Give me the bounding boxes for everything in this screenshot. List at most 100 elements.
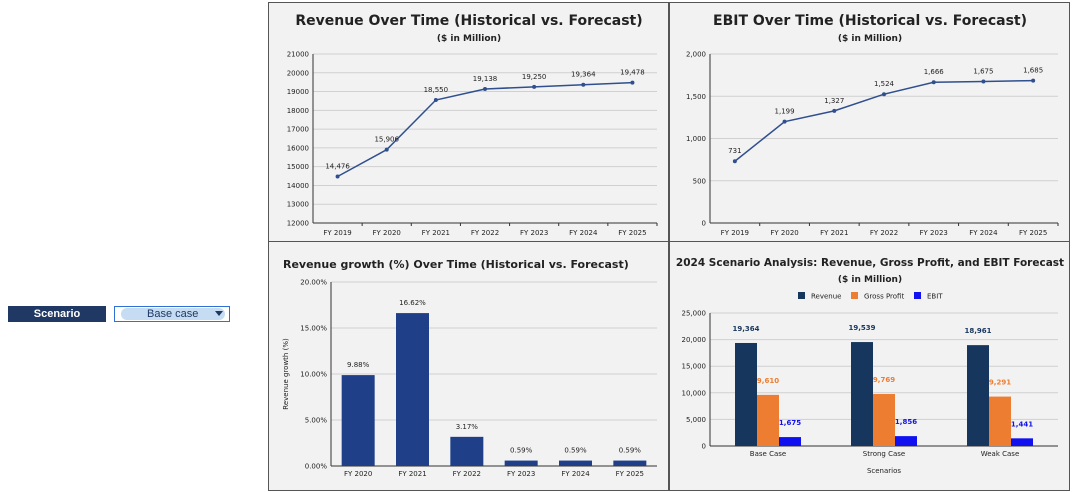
growth-chart-panel: Revenue growth (%) Over Time (Historical…: [268, 241, 669, 491]
data-point: [1031, 78, 1036, 83]
y-tick-label: 15.00%: [300, 325, 327, 333]
bar: [779, 437, 801, 446]
chart-title: Revenue growth (%) Over Time (Historical…: [283, 258, 629, 271]
ebit-chart-panel: EBIT Over Time (Historical vs. Forecast)…: [669, 2, 1070, 242]
data-label: 19,364: [571, 71, 596, 79]
bar: [735, 342, 757, 446]
chevron-down-icon[interactable]: [215, 311, 223, 316]
y-tick-label: 1,000: [686, 135, 706, 143]
data-label: 1,685: [1023, 67, 1043, 75]
x-axis-title: Scenarios: [867, 467, 901, 475]
data-label: 18,550: [424, 86, 449, 94]
x-tick-label: FY 2024: [569, 229, 598, 237]
revenue-growth-bar-chart: Revenue growth (%) Over Time (Historical…: [282, 258, 657, 478]
x-tick-label: FY 2025: [1019, 229, 1047, 237]
data-label: 9.88%: [347, 361, 370, 369]
x-tick-label: FY 2020: [373, 229, 401, 237]
revenue-chart-panel: Revenue Over Time (Historical vs. Foreca…: [268, 2, 669, 242]
legend-label: Revenue: [811, 293, 842, 301]
y-tick-label: 0: [702, 443, 706, 451]
bar: [450, 436, 484, 466]
bar: [559, 460, 592, 466]
y-tick-label: 16000: [287, 144, 309, 152]
chart-title: Revenue Over Time (Historical vs. Foreca…: [295, 13, 642, 29]
data-point: [483, 86, 487, 91]
y-tick-label: 5.00%: [305, 417, 328, 425]
bar: [757, 394, 779, 446]
y-tick-label: 500: [693, 177, 706, 185]
y-tick-label: 13000: [287, 201, 309, 209]
x-tick-label: FY 2024: [969, 229, 998, 237]
data-label: 19,478: [620, 69, 645, 77]
x-tick-label: FY 2022: [870, 229, 898, 237]
data-label: 1,199: [775, 108, 795, 116]
data-label: 15,906: [374, 136, 399, 144]
scenario-control: Scenario Base case: [8, 306, 342, 328]
scenario-chart-panel: 2024 Scenario Analysis: Revenue, Gross P…: [669, 241, 1070, 491]
data-point: [732, 159, 737, 164]
y-tick-label: 2,000: [686, 51, 706, 59]
x-tick-label: FY 2025: [616, 470, 644, 478]
data-label: 1,856: [895, 418, 917, 426]
y-tick-label: 10.00%: [300, 371, 327, 379]
x-tick-label: Strong Case: [863, 450, 905, 458]
ebit-line-chart: EBIT Over Time (Historical vs. Forecast)…: [686, 13, 1059, 237]
y-tick-label: 19000: [287, 88, 309, 96]
chart-title: EBIT Over Time (Historical vs. Forecast): [713, 13, 1027, 29]
y-tick-label: 1,500: [686, 93, 706, 101]
y-tick-label: 17000: [287, 126, 309, 134]
bar: [895, 436, 917, 446]
scenario-label: Scenario: [8, 306, 106, 322]
x-tick-label: FY 2021: [422, 229, 450, 237]
y-tick-label: 25,000: [682, 310, 707, 318]
x-tick-label: FY 2020: [344, 470, 372, 478]
scenario-dropdown[interactable]: Base case: [114, 306, 342, 328]
data-point: [532, 84, 537, 89]
data-label: 3.17%: [456, 423, 479, 431]
data-label: 14,476: [325, 163, 350, 171]
data-label: 19,539: [848, 324, 875, 332]
data-label: 0.59%: [510, 447, 533, 455]
y-tick-label: 20000: [287, 69, 309, 77]
legend-swatch: [851, 292, 858, 299]
y-tick-label: 18000: [287, 107, 309, 115]
data-point: [581, 82, 586, 87]
x-tick-label: FY 2019: [721, 229, 749, 237]
data-label: 16.62%: [399, 299, 426, 307]
x-tick-label: FY 2022: [471, 229, 499, 237]
y-tick-label: 15,000: [682, 363, 707, 371]
x-tick-label: FY 2020: [770, 229, 798, 237]
legend-swatch: [914, 292, 921, 299]
data-label: 19,250: [522, 73, 547, 81]
x-tick-label: FY 2021: [820, 229, 848, 237]
data-label: 1,675: [973, 67, 993, 75]
data-label: 1,524: [874, 80, 895, 88]
y-tick-label: 0.00%: [305, 463, 328, 471]
data-label: 1,666: [924, 68, 945, 76]
y-axis-label: Revenue growth (%): [282, 338, 290, 410]
scenario-bar-chart: 2024 Scenario Analysis: Revenue, Gross P…: [676, 257, 1064, 475]
data-point: [931, 80, 936, 85]
x-tick-label: FY 2019: [323, 229, 351, 237]
x-tick-label: FY 2024: [561, 470, 590, 478]
y-tick-label: 5,000: [686, 416, 706, 424]
data-point: [832, 108, 837, 113]
scenario-selected-value[interactable]: Base case: [121, 308, 225, 320]
bar: [613, 460, 647, 466]
bar: [873, 394, 895, 446]
data-point: [782, 119, 787, 124]
revenue-line-chart: Revenue Over Time (Historical vs. Foreca…: [287, 13, 658, 237]
x-tick-label: FY 2022: [453, 470, 481, 478]
legend-label: EBIT: [927, 293, 943, 301]
bar: [341, 375, 375, 466]
data-label: 1,327: [824, 97, 844, 105]
chart-subtitle: ($ in Million): [838, 34, 902, 44]
data-label: 19,364: [732, 325, 759, 333]
chart-subtitle: ($ in Million): [437, 34, 501, 44]
data-label: 9,291: [989, 379, 1011, 387]
x-tick-label: FY 2023: [507, 470, 535, 478]
x-tick-label: FY 2025: [618, 229, 646, 237]
bar: [851, 342, 873, 446]
data-label: 1,675: [779, 419, 801, 427]
x-tick-label: FY 2021: [398, 470, 426, 478]
